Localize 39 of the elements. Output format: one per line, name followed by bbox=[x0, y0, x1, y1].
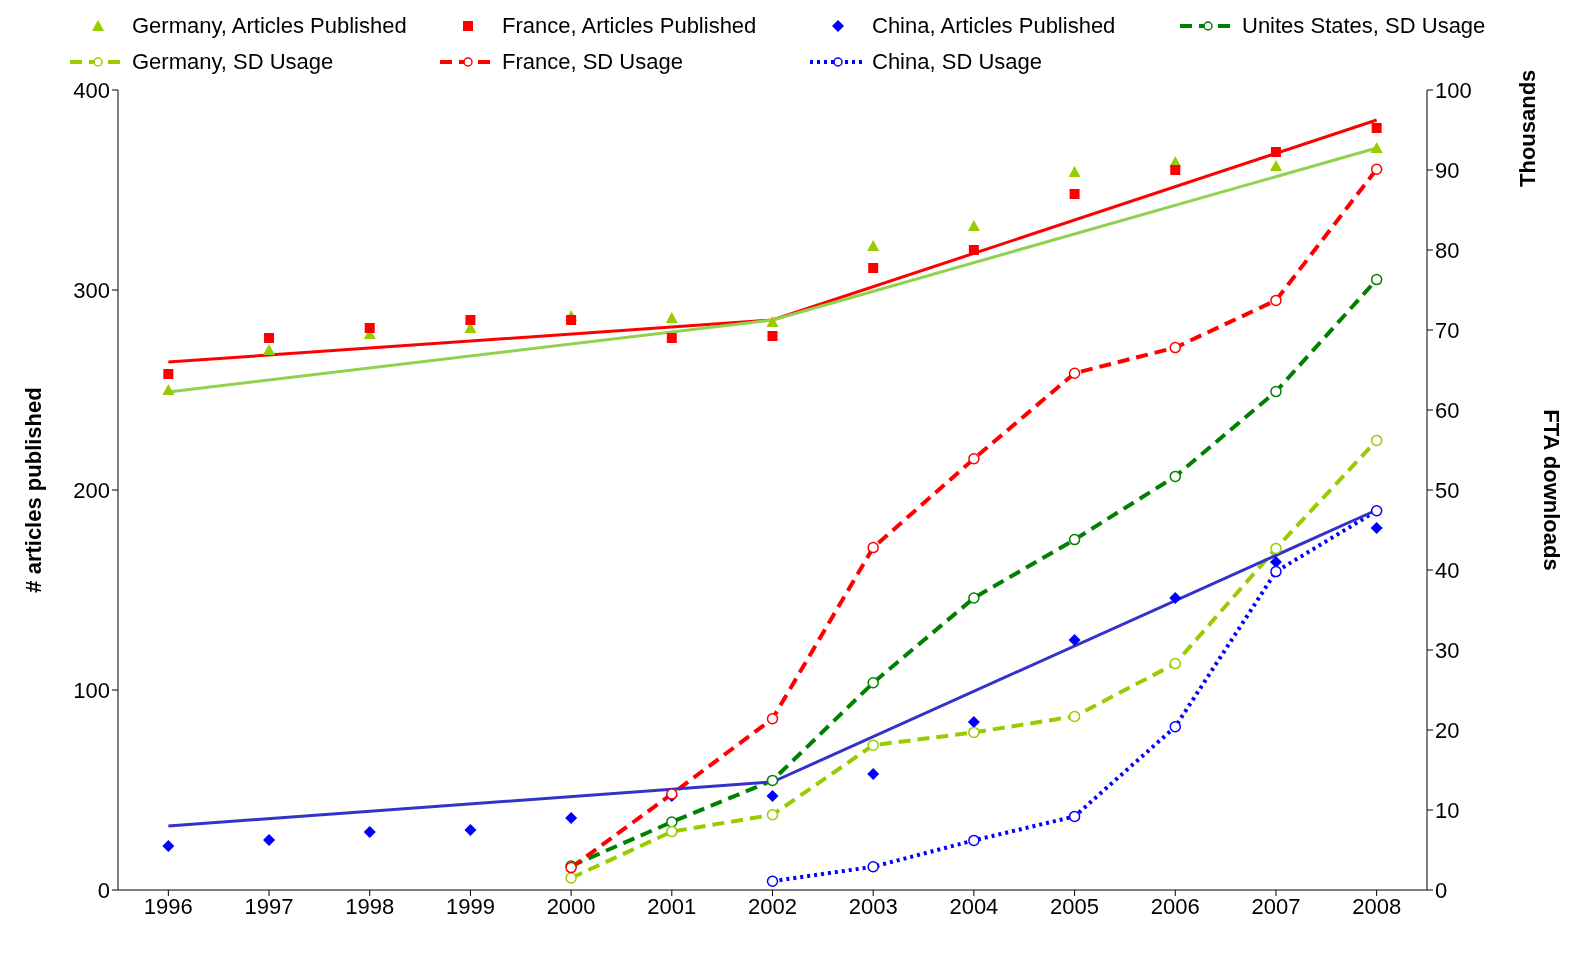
x-tick-label: 2004 bbox=[949, 893, 999, 919]
x-tick-label: 1999 bbox=[445, 893, 495, 919]
x-tick-label: 2005 bbox=[1050, 893, 1100, 919]
y2-tick-label: 40 bbox=[1435, 557, 1460, 583]
y2-axis-title: FTA downloads bbox=[1539, 409, 1565, 571]
y2-tick-label: 80 bbox=[1435, 237, 1460, 263]
x-tick-label: 2008 bbox=[1352, 893, 1402, 919]
legend-label: Unites States, SD Usage bbox=[1242, 13, 1486, 39]
y2-tick-label: 10 bbox=[1435, 797, 1460, 823]
legend-label: Germany, SD Usage bbox=[132, 49, 334, 75]
y-tick-label: 0 bbox=[97, 877, 110, 903]
x-tick-label: 2000 bbox=[546, 893, 596, 919]
y-tick-label: 200 bbox=[73, 477, 110, 503]
y2-tick-label: 100 bbox=[1435, 77, 1472, 103]
y-tick-label: 100 bbox=[73, 677, 110, 703]
x-tick-label: 1997 bbox=[244, 893, 294, 919]
x-tick-label: 2007 bbox=[1251, 893, 1301, 919]
x-tick-label: 2006 bbox=[1150, 893, 1200, 919]
y2-tick-label: 90 bbox=[1435, 157, 1460, 183]
legend-label: France, SD Usage bbox=[502, 49, 683, 75]
y2-tick-label: 50 bbox=[1435, 477, 1460, 503]
y-tick-label: 300 bbox=[73, 277, 110, 303]
x-tick-label: 2002 bbox=[748, 893, 797, 919]
y2-tick-label: 20 bbox=[1435, 717, 1460, 743]
legend-label: China, SD Usage bbox=[872, 49, 1042, 75]
y2-tick-label: 30 bbox=[1435, 637, 1460, 663]
x-tick-label: 1996 bbox=[143, 893, 193, 919]
y2-tick-label: 70 bbox=[1435, 317, 1460, 343]
text: Thousands bbox=[1515, 68, 1541, 189]
y-axis-title: # articles published bbox=[20, 387, 46, 593]
y2-tick-label: 60 bbox=[1435, 397, 1460, 423]
y2-tick-label: 0 bbox=[1435, 877, 1448, 903]
legend-label: France, Articles Published bbox=[502, 13, 757, 39]
x-tick-label: 2003 bbox=[848, 893, 898, 919]
legend-label: Germany, Articles Published bbox=[132, 13, 407, 39]
y-tick-label: 400 bbox=[73, 77, 110, 103]
legend-label: China, Articles Published bbox=[872, 13, 1116, 39]
x-tick-label: 2001 bbox=[647, 893, 697, 919]
x-tick-label: 1998 bbox=[345, 893, 395, 919]
